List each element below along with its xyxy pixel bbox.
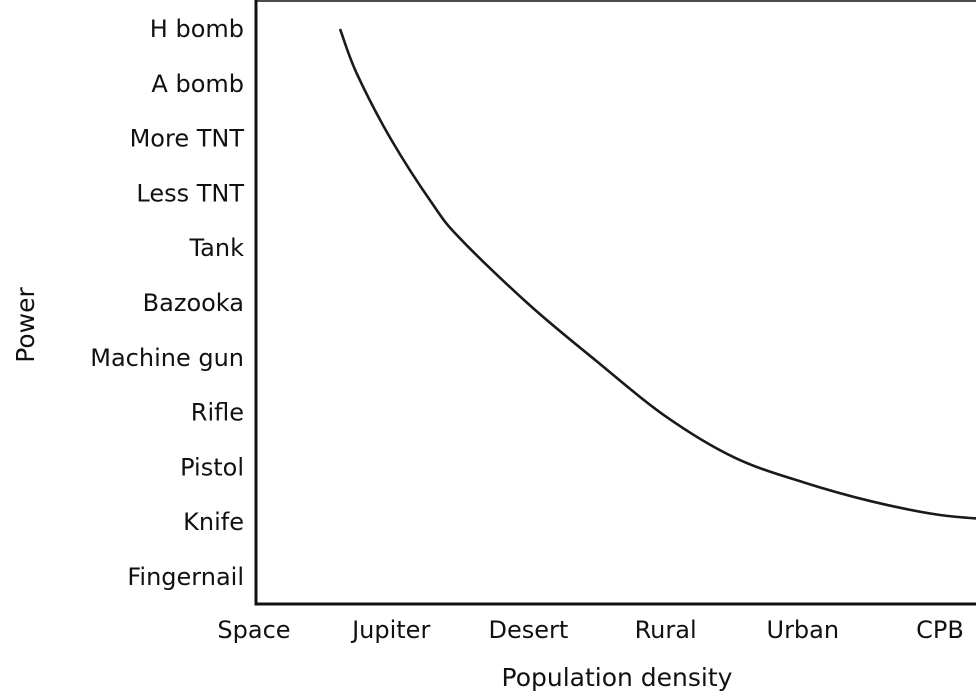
y-tick-label: Less TNT [136, 179, 244, 207]
y-tick-label: Rifle [191, 399, 244, 427]
x-tick-label: Space [217, 616, 290, 644]
y-axis-tick-labels: Fingernail Knife Pistol Rifle Machine gun Baz… [90, 15, 244, 591]
x-tick-label: CPB [916, 616, 964, 644]
y-tick-label: More TNT [130, 125, 245, 153]
x-tick-label: Jupiter [350, 616, 430, 644]
x-axis-tick-labels: Space Jupiter Desert Rural Urban CPB [217, 616, 963, 644]
y-axis-title: Power [11, 286, 40, 362]
x-tick-label: Rural [635, 616, 697, 644]
series-group [339, 28, 976, 520]
plot-frame [254, 0, 976, 606]
y-tick-label: Knife [183, 508, 244, 536]
x-tick-label: Urban [767, 616, 840, 644]
x-axis-title: Population density [502, 663, 733, 692]
y-tick-label: Pistol [180, 453, 244, 481]
y-tick-label: Fingernail [127, 563, 244, 591]
y-tick-label: H bomb [150, 15, 244, 43]
series-line [339, 28, 976, 520]
y-tick-label: A bomb [151, 70, 244, 98]
y-tick-label: Bazooka [143, 289, 244, 317]
y-tick-label: Tank [188, 234, 244, 262]
x-tick-label: Desert [489, 616, 569, 644]
y-tick-label: Machine gun [90, 344, 244, 372]
